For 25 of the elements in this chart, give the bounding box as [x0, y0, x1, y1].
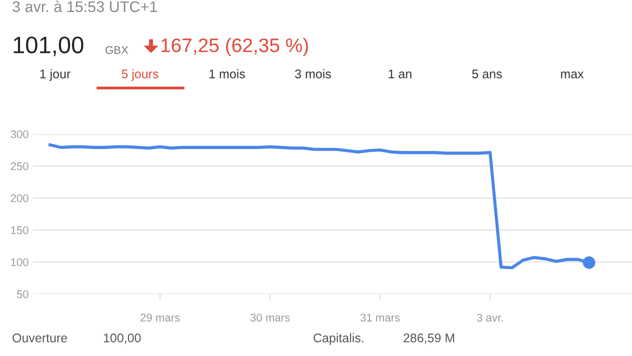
x-tick-label: 29 mars	[140, 314, 180, 322]
y-tick-label: 150	[11, 226, 28, 234]
text: 286,59 M	[404, 334, 454, 344]
chart-subtitle: 3 avr. à 15:53 UTC+1	[12, 0, 157, 12]
y-tick-label: 200	[10, 194, 28, 202]
text: 5 ans	[472, 70, 502, 78]
text: 100,00	[104, 334, 141, 344]
text: 1 an	[388, 70, 412, 78]
text: 5 jours	[122, 69, 158, 81]
chart-title: 101,00	[14, 36, 84, 56]
text: 1 mois	[210, 69, 245, 78]
text: Capitalis.	[314, 333, 364, 345]
text: 3 mois	[295, 69, 331, 78]
y-tick-label: 50	[16, 290, 28, 298]
x-tick-label: 30 mars	[250, 314, 290, 322]
x-tick-label: 31 mars	[360, 314, 400, 322]
text: 1 jour	[40, 69, 70, 81]
text: Ouverture	[12, 334, 68, 342]
x-tick-label: 3 avr.	[476, 314, 503, 322]
text: max	[561, 72, 584, 78]
text: 167,25 (62,35 %)	[161, 38, 308, 56]
y-tick-label: 250	[10, 162, 28, 170]
y-tick-label: 300	[10, 130, 28, 138]
text: GBX	[106, 46, 128, 54]
y-tick-label: 100	[11, 258, 28, 266]
